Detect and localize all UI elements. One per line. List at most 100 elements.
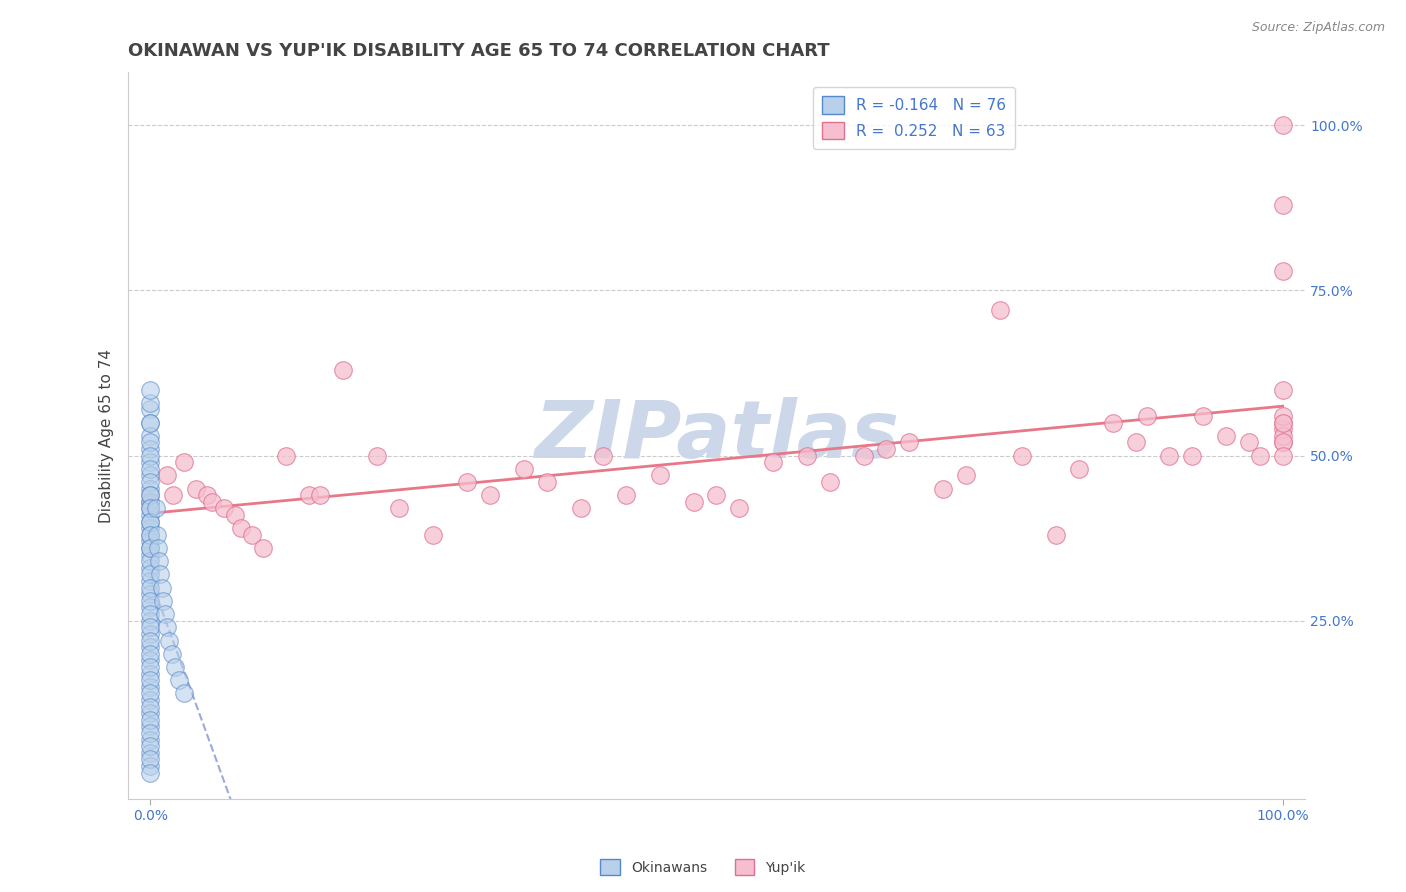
Point (139, 495, 162, 509)
Legend: Okinawans, Yup'ik: Okinawans, Yup'ik (595, 854, 811, 880)
Point (139, 488, 162, 502)
Point (153, 607, 176, 621)
Point (139, 614, 162, 628)
Point (852, 449, 875, 463)
Point (478, 488, 501, 502)
Point (1249, 449, 1271, 463)
Point (366, 449, 388, 463)
Point (1271, 416, 1294, 430)
Point (139, 726, 162, 740)
Point (146, 541, 169, 555)
Point (1102, 416, 1125, 430)
Point (955, 468, 977, 483)
Point (648, 468, 671, 483)
Point (1271, 383, 1294, 397)
Point (139, 416, 162, 430)
Point (139, 759, 162, 773)
Point (139, 594, 162, 608)
Point (139, 752, 162, 766)
Point (139, 482, 162, 496)
Point (139, 660, 162, 674)
Point (728, 501, 751, 516)
Point (139, 548, 162, 562)
Point (139, 462, 162, 476)
Point (240, 528, 263, 542)
Point (159, 633, 181, 648)
Point (139, 686, 162, 700)
Point (139, 521, 162, 535)
Point (224, 508, 246, 522)
Point (1271, 416, 1294, 430)
Point (139, 561, 162, 575)
Point (818, 475, 841, 489)
Point (1136, 409, 1159, 423)
Point (139, 607, 162, 621)
Point (1271, 118, 1294, 132)
Point (1067, 462, 1090, 476)
Point (139, 488, 162, 502)
Point (332, 362, 354, 376)
Point (796, 449, 818, 463)
Point (139, 416, 162, 430)
Point (167, 673, 190, 688)
Point (139, 435, 162, 450)
Point (706, 488, 728, 502)
Point (139, 680, 162, 694)
Point (932, 482, 955, 496)
Point (1215, 429, 1237, 443)
Point (139, 515, 162, 529)
Point (139, 501, 162, 516)
Point (139, 528, 162, 542)
Point (139, 442, 162, 456)
Point (139, 600, 162, 615)
Point (388, 501, 411, 516)
Point (139, 719, 162, 733)
Point (139, 706, 162, 721)
Point (762, 455, 785, 469)
Point (139, 640, 162, 654)
Point (139, 581, 162, 595)
Point (148, 554, 170, 568)
Point (298, 488, 321, 502)
Point (146, 528, 169, 542)
Point (139, 587, 162, 601)
Point (1125, 435, 1147, 450)
Point (139, 673, 162, 688)
Point (1271, 449, 1294, 463)
Point (139, 620, 162, 634)
Point (139, 647, 162, 661)
Point (162, 488, 184, 502)
Point (139, 666, 162, 681)
Point (875, 442, 897, 456)
Point (152, 594, 174, 608)
Point (1271, 429, 1294, 443)
Point (165, 660, 187, 674)
Point (513, 462, 536, 476)
Point (139, 567, 162, 582)
Point (139, 765, 162, 780)
Point (139, 449, 162, 463)
Point (160, 647, 183, 661)
Point (1271, 263, 1294, 277)
Point (139, 515, 162, 529)
Point (1159, 449, 1181, 463)
Point (139, 383, 162, 397)
Point (149, 567, 172, 582)
Point (201, 495, 224, 509)
Point (139, 508, 162, 522)
Point (1237, 435, 1260, 450)
Text: OKINAWAN VS YUP'IK DISABILITY AGE 65 TO 74 CORRELATION CHART: OKINAWAN VS YUP'IK DISABILITY AGE 65 TO … (128, 42, 830, 60)
Point (898, 435, 921, 450)
Point (139, 732, 162, 747)
Point (229, 521, 252, 535)
Point (139, 541, 162, 555)
Point (139, 475, 162, 489)
Point (139, 554, 162, 568)
Point (139, 402, 162, 417)
Point (252, 541, 274, 555)
Point (422, 528, 444, 542)
Point (139, 633, 162, 648)
Point (139, 627, 162, 641)
Point (173, 455, 195, 469)
Point (274, 449, 297, 463)
